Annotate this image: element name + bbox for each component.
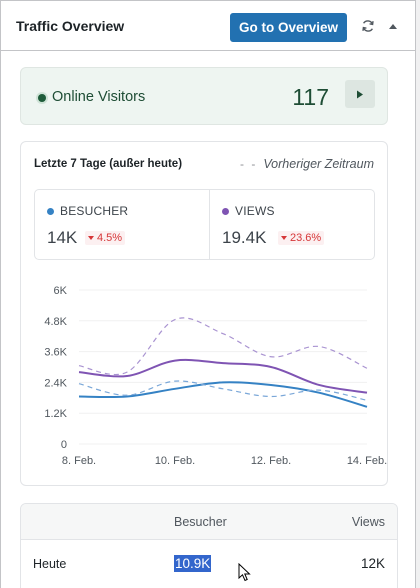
online-visitors-label: Online Visitors	[52, 89, 146, 105]
series-line-previous-besucher	[78, 380, 368, 401]
metric-value: 19.4K	[222, 228, 267, 247]
summary-table: Besucher Views Heute 10.9K 12K	[20, 503, 398, 588]
metric-change-badge: 4.5%	[85, 231, 126, 245]
traffic-line-chart: 0 1.2K 2.4K 3.6K 4.8K 6K 8. Feb. 10. Feb. 12. Fe…	[44, 285, 387, 467]
series-dot-icon	[222, 207, 229, 215]
metric-views[interactable]: VIEWS 19.4K 23.6%	[210, 190, 380, 259]
row-views-value: 12K	[360, 556, 385, 571]
row-besucher-value: 10.9K	[174, 555, 212, 572]
series-line-besucher	[78, 381, 368, 408]
previous-period-label: Vorheriger Zeitraum	[263, 157, 374, 171]
y-tick-label: 3.6K	[44, 347, 67, 359]
column-header-besucher[interactable]: Besucher	[174, 515, 227, 529]
arrow-down-icon	[281, 236, 287, 240]
x-tick-label: 12. Feb.	[251, 455, 291, 467]
widget-title: Traffic Overview	[16, 18, 125, 34]
metric-label: VIEWS	[235, 204, 275, 218]
metric-change-value: 4.5%	[97, 232, 123, 244]
x-tick-label: 8. Feb.	[62, 455, 96, 467]
series-line-previous-views	[78, 317, 368, 376]
x-tick-label: 14. Feb.	[347, 455, 387, 467]
refresh-icon[interactable]	[357, 14, 379, 38]
selected-text: 10.9K	[174, 555, 212, 572]
online-visitors-card: Online Visitors 117	[20, 67, 388, 125]
stats-card: Letzte 7 Tage (außer heute) - - Vorherig…	[20, 141, 388, 486]
metric-change-value: 23.6%	[290, 232, 322, 244]
divider	[209, 190, 210, 259]
arrow-down-icon	[88, 236, 94, 240]
column-header-views[interactable]: Views	[351, 515, 385, 529]
y-tick-label: 6K	[54, 285, 68, 297]
series-line-views	[78, 358, 368, 394]
table-row: Heute 10.9K 12K	[21, 541, 397, 587]
play-icon	[357, 90, 363, 98]
row-label: Heute	[33, 557, 67, 571]
y-tick-label: 4.8K	[44, 316, 67, 328]
metric-besucher[interactable]: BESUCHER 14K 4.5%	[35, 190, 205, 259]
live-dot-icon	[38, 94, 46, 102]
online-visitors-count: 117	[292, 84, 329, 110]
table-header: Besucher Views	[21, 504, 397, 540]
metric-label: BESUCHER	[60, 204, 129, 218]
metric-name: BESUCHER	[47, 204, 128, 218]
widget-header: Traffic Overview Go to Overview	[1, 1, 415, 51]
play-button[interactable]	[345, 80, 375, 108]
metric-value: 14K	[47, 228, 78, 247]
y-tick-label: 0	[61, 439, 67, 451]
y-tick-label: 2.4K	[44, 377, 67, 389]
mouse-cursor-icon	[238, 563, 251, 582]
dashed-line-icon: - -	[239, 157, 258, 171]
x-tick-label: 10. Feb.	[155, 455, 195, 467]
metric-name: VIEWS	[222, 204, 275, 218]
go-to-overview-button[interactable]: Go to Overview	[230, 13, 347, 42]
metrics-box: BESUCHER 14K 4.5% VIEWS 19.4K 23.6%	[34, 189, 375, 260]
previous-period-legend: - - Vorheriger Zeitraum	[240, 157, 374, 171]
y-tick-label: 1.2K	[44, 408, 67, 420]
period-label: Letzte 7 Tage (außer heute)	[34, 158, 183, 170]
caret-up-icon[interactable]	[382, 14, 404, 38]
metric-change-badge: 23.6%	[278, 231, 325, 245]
series-dot-icon	[47, 207, 54, 215]
